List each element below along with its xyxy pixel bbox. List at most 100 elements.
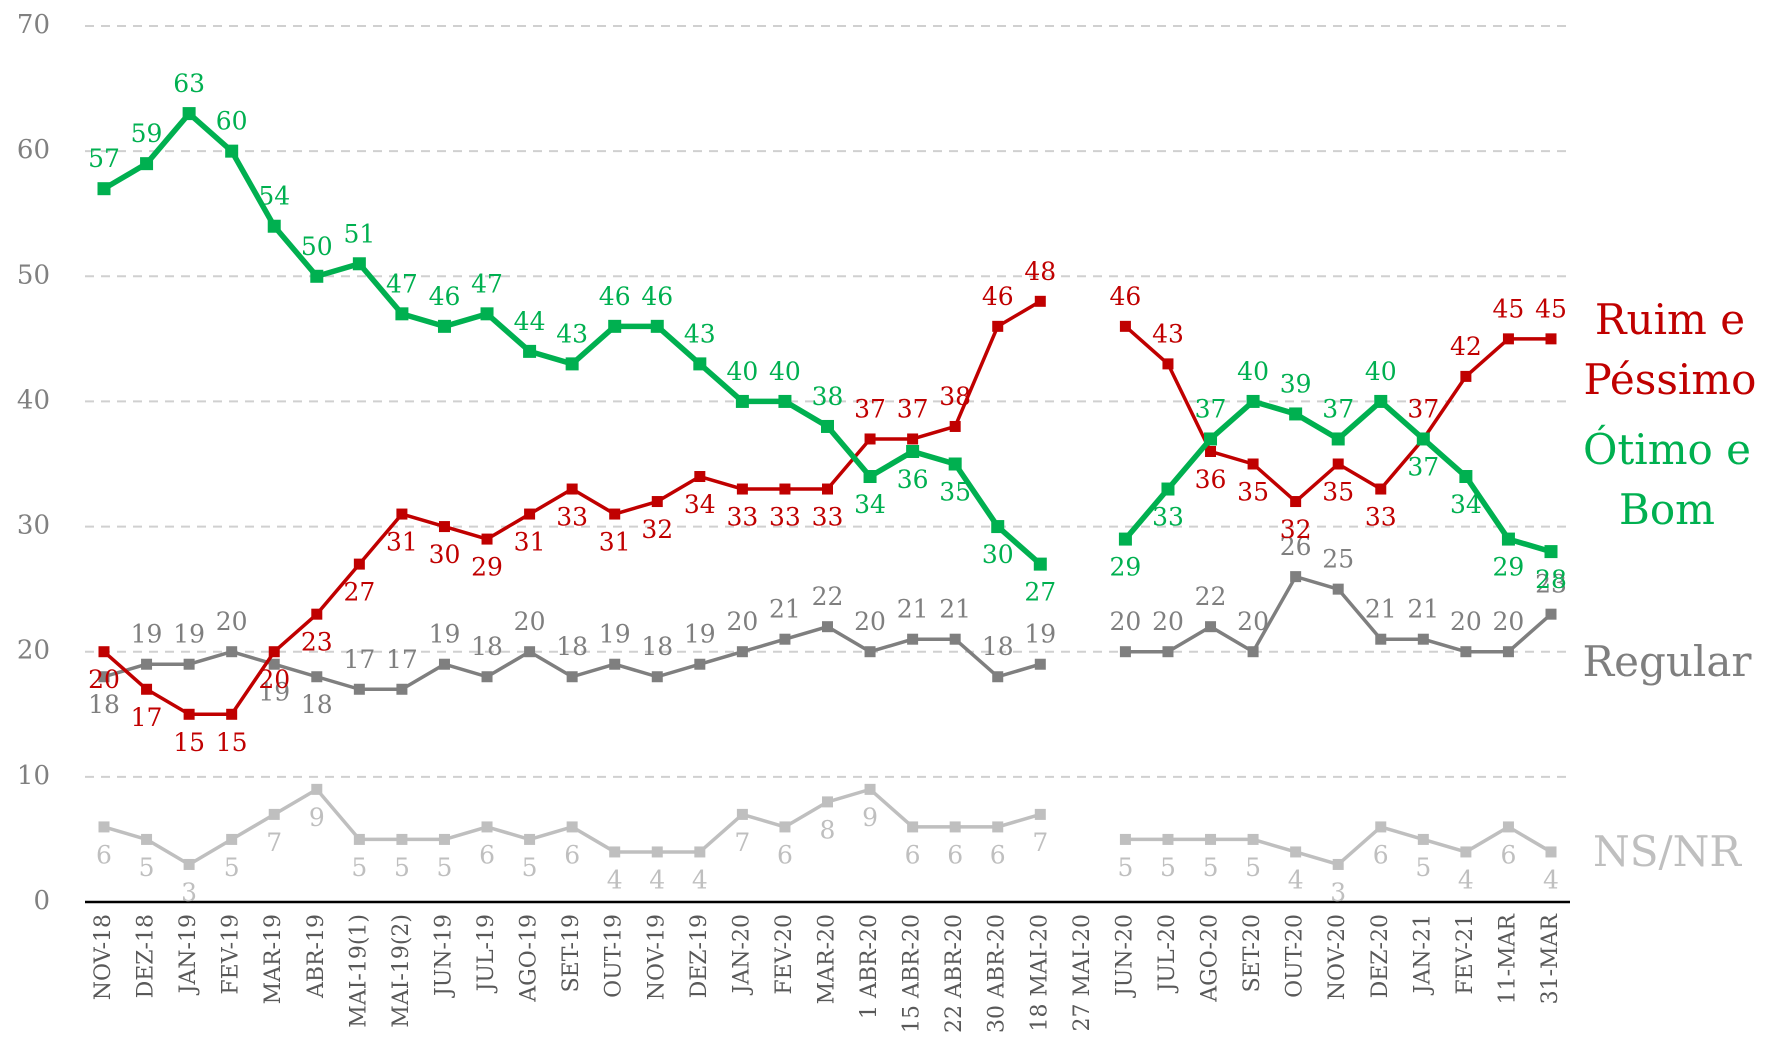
marker xyxy=(779,633,791,645)
data-label: 34 xyxy=(1450,490,1482,519)
data-label: 19 xyxy=(684,620,716,649)
data-label: 21 xyxy=(939,595,971,624)
marker xyxy=(524,833,536,845)
data-label: 6 xyxy=(1373,840,1389,869)
data-label: 9 xyxy=(862,803,878,832)
data-label: 46 xyxy=(429,282,461,311)
x-tick-label: 22 ABR-20 xyxy=(942,914,967,1033)
marker xyxy=(1374,394,1388,408)
x-tick-label: OUT-19 xyxy=(602,914,627,998)
data-label: 28 xyxy=(1535,565,1567,594)
data-label: 5 xyxy=(139,853,155,882)
marker xyxy=(481,821,493,833)
marker xyxy=(822,796,833,808)
marker xyxy=(1502,821,1514,833)
data-label: 45 xyxy=(1493,294,1525,323)
data-label: 6 xyxy=(1500,840,1516,869)
marker xyxy=(864,433,876,445)
data-label: 20 xyxy=(726,607,758,636)
marker xyxy=(438,833,450,845)
marker xyxy=(864,783,876,795)
marker xyxy=(735,394,749,408)
marker xyxy=(1119,646,1131,658)
data-label: 20 xyxy=(258,665,290,694)
data-label: 7 xyxy=(266,828,282,857)
marker xyxy=(268,658,280,670)
data-label: 43 xyxy=(684,319,716,348)
data-label: 4 xyxy=(607,865,623,894)
data-label: 5 xyxy=(394,853,410,882)
x-tick-label: 11-MAR xyxy=(1495,913,1520,1005)
marker xyxy=(437,319,451,333)
marker xyxy=(1119,833,1131,845)
marker xyxy=(353,833,365,845)
marker xyxy=(1119,320,1131,332)
data-label: 5 xyxy=(224,853,240,882)
data-label: 3 xyxy=(1330,878,1346,907)
data-label: 9 xyxy=(309,803,325,832)
marker xyxy=(1289,407,1303,421)
marker xyxy=(438,658,450,670)
marker xyxy=(1162,833,1174,845)
data-label: 17 xyxy=(343,645,375,674)
data-label: 5 xyxy=(437,853,453,882)
data-label: 37 xyxy=(854,394,886,423)
data-label: 51 xyxy=(343,219,375,248)
marker xyxy=(1247,458,1259,470)
marker xyxy=(1161,482,1175,496)
data-label: 6 xyxy=(947,840,963,869)
marker xyxy=(268,808,280,820)
data-label: 6 xyxy=(96,840,112,869)
x-tick-label: DEZ-20 xyxy=(1368,914,1393,998)
data-label: 5 xyxy=(1160,853,1176,882)
data-label: 37 xyxy=(1195,394,1227,423)
data-label: 45 xyxy=(1535,294,1567,323)
legend-label: Ótimo e Bom xyxy=(1582,425,1752,534)
data-label: 40 xyxy=(726,357,758,386)
data-label: 31 xyxy=(386,528,418,557)
marker xyxy=(1290,496,1302,508)
marker xyxy=(694,846,706,858)
marker xyxy=(694,471,706,483)
data-label: 19 xyxy=(131,620,163,649)
marker xyxy=(736,646,748,658)
data-label: 35 xyxy=(939,478,971,507)
data-label: 5 xyxy=(1203,853,1219,882)
marker xyxy=(651,671,663,683)
y-tick-label: 40 xyxy=(17,385,50,415)
data-label: 4 xyxy=(649,865,665,894)
x-tick-label: 18 MAI-20 xyxy=(1027,914,1052,1032)
marker xyxy=(1375,821,1387,833)
marker xyxy=(1460,370,1472,382)
marker xyxy=(992,821,1004,833)
data-label: 15 xyxy=(173,728,205,757)
marker xyxy=(821,419,834,433)
data-label: 18 xyxy=(556,632,588,661)
data-label: 47 xyxy=(471,269,503,298)
marker xyxy=(1545,608,1557,620)
y-tick-label: 30 xyxy=(17,511,50,541)
data-label: 40 xyxy=(1237,357,1269,386)
legend-label: Ruim e Péssimo xyxy=(1583,295,1757,404)
marker xyxy=(1417,633,1429,645)
data-label: 19 xyxy=(258,678,290,707)
marker xyxy=(1502,333,1514,345)
data-label: 18 xyxy=(641,632,673,661)
marker xyxy=(352,257,366,271)
data-label: 29 xyxy=(1110,553,1142,582)
marker xyxy=(1246,394,1260,408)
data-label: 29 xyxy=(471,553,503,582)
marker xyxy=(481,671,493,683)
marker xyxy=(1416,432,1430,446)
marker xyxy=(225,144,239,158)
x-tick-label: MAR-20 xyxy=(815,914,840,1004)
data-label: 4 xyxy=(692,865,708,894)
marker xyxy=(949,420,961,432)
marker xyxy=(1205,621,1217,633)
data-label: 21 xyxy=(1365,595,1397,624)
marker xyxy=(651,846,663,858)
marker xyxy=(651,496,663,508)
x-tick-label: JAN-19 xyxy=(176,914,201,995)
x-tick-label: JUN-20 xyxy=(1112,914,1137,998)
